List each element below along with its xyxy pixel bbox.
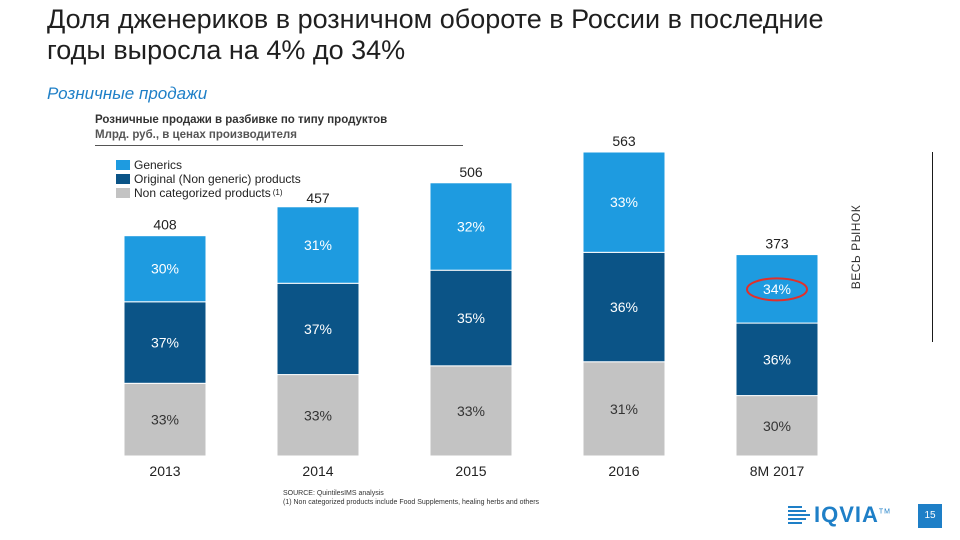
- logo-mark-icon: [788, 506, 810, 524]
- bar-segment-non_categorized: [735, 395, 819, 457]
- section-subtitle: Розничные продажи: [47, 84, 208, 103]
- legend-item-generics: Generics: [116, 158, 301, 172]
- source-line: SOURCE: QuintilesIMS analysis: [283, 490, 384, 497]
- bar-segment-original: [582, 251, 666, 363]
- legend-swatch-original: [116, 174, 130, 184]
- footnote-line: (1) Non categorized products include Foo…: [283, 499, 540, 506]
- bar-segment-generics: [735, 254, 819, 324]
- source-note: SOURCE: QuintilesIMS analysis (1) Non ca…: [283, 489, 539, 507]
- bar-segment-non_categorized: [429, 365, 513, 457]
- bar-segment-generics: [429, 182, 513, 271]
- legend-label-generics: Generics: [134, 158, 183, 172]
- segment-label-original: 37%: [304, 321, 332, 337]
- segment-label-non_categorized: 31%: [610, 401, 638, 417]
- segment-label-original: 35%: [457, 310, 485, 326]
- bar-segment-generics: [582, 151, 666, 253]
- x-tick-label: 2013: [149, 463, 180, 479]
- bar-total-label: 373: [765, 236, 789, 252]
- legend-footnote-marker: (1): [272, 188, 283, 197]
- x-tick-label: 8M 2017: [750, 463, 805, 479]
- legend-swatch-generics: [116, 160, 130, 170]
- bar-total-label: 563: [612, 133, 636, 149]
- page-number: 15: [918, 504, 942, 528]
- legend-swatch-non-categorized: [116, 188, 130, 198]
- x-tick-label: 2015: [455, 463, 486, 479]
- x-tick-label: 2014: [302, 463, 333, 479]
- bar-segment-non_categorized: [276, 374, 360, 457]
- highlight-circle: [746, 277, 808, 302]
- bar-segment-non_categorized: [123, 382, 207, 457]
- bar-segment-generics: [123, 235, 207, 303]
- segment-label-generics: 30%: [151, 261, 179, 277]
- segment-label-non_categorized: 33%: [457, 403, 485, 419]
- legend-label-original: Original (Non generic) products: [134, 172, 301, 186]
- segment-label-original: 37%: [151, 335, 179, 351]
- logo-text: IQVIATM: [814, 502, 892, 527]
- chart-title: Розничные продажи в разбивке по типу про…: [95, 114, 388, 126]
- bar-segment-original: [429, 269, 513, 367]
- chart-title-underline: [95, 145, 463, 146]
- legend-item-original: Original (Non generic) products: [116, 172, 301, 186]
- segment-label-non_categorized: 33%: [304, 407, 332, 423]
- segment-label-generics: 32%: [457, 218, 485, 234]
- bar-segment-generics: [276, 206, 360, 284]
- x-tick-label: 2016: [608, 463, 639, 479]
- chart-unit-label: Млрд. руб., в ценах производителя: [95, 129, 297, 141]
- bar-segment-original: [123, 301, 207, 384]
- side-bracket: [932, 152, 960, 342]
- segment-label-original: 36%: [763, 351, 791, 367]
- segment-label-generics: 34%: [763, 281, 791, 297]
- segment-label-generics: 33%: [610, 194, 638, 210]
- bar-total-label: 457: [306, 190, 330, 206]
- segment-label-non_categorized: 30%: [763, 418, 791, 434]
- bar-total-label: 408: [153, 217, 177, 233]
- bar-segment-original: [735, 322, 819, 397]
- iqvia-logo: IQVIATM: [788, 502, 891, 528]
- bar-total-label: 506: [459, 164, 483, 180]
- bar-segment-non_categorized: [582, 361, 666, 457]
- segment-label-generics: 31%: [304, 237, 332, 253]
- side-label-total-market: ВЕСЬ РЫНОК: [849, 204, 863, 290]
- legend-item-non-categorized: Non categorized products (1): [116, 186, 301, 200]
- page-title: Доля дженериков в розничном обороте в Ро…: [47, 4, 824, 65]
- legend-label-non-categorized: Non categorized products: [134, 186, 271, 200]
- segment-label-original: 36%: [610, 299, 638, 315]
- segment-label-non_categorized: 33%: [151, 412, 179, 428]
- chart-legend: Generics Original (Non generic) products…: [116, 158, 301, 200]
